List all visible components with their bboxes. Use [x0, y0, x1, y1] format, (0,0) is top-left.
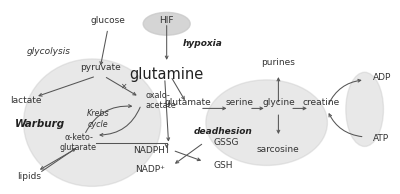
Text: NADP⁺: NADP⁺ — [135, 165, 165, 174]
Ellipse shape — [206, 80, 328, 165]
Text: serine: serine — [225, 98, 253, 107]
Text: α-keto-
glutarate: α-keto- glutarate — [60, 133, 97, 152]
Circle shape — [143, 12, 190, 35]
Text: GSSG: GSSG — [214, 138, 239, 147]
Text: purines: purines — [262, 58, 295, 67]
Text: NADPH: NADPH — [133, 146, 165, 155]
Text: lactate: lactate — [10, 96, 41, 105]
Text: glycine: glycine — [262, 98, 295, 107]
Text: Warburg: Warburg — [15, 119, 65, 129]
Text: HIF: HIF — [160, 16, 174, 25]
Text: GSH: GSH — [214, 161, 233, 170]
Text: deadhesion: deadhesion — [194, 127, 253, 136]
Text: lipids: lipids — [18, 172, 42, 181]
Text: hypoxia: hypoxia — [182, 39, 222, 48]
Text: oxalo-
acetate: oxalo- acetate — [145, 91, 176, 110]
Text: glycolysis: glycolysis — [27, 47, 71, 56]
Text: pyruvate: pyruvate — [80, 63, 120, 72]
Text: ATP: ATP — [372, 134, 389, 143]
Text: sarcosine: sarcosine — [257, 145, 300, 153]
Ellipse shape — [24, 59, 161, 186]
Text: glutamate: glutamate — [165, 98, 212, 107]
Text: creatine: creatine — [303, 98, 340, 107]
Text: glutamine: glutamine — [130, 67, 204, 82]
Ellipse shape — [346, 72, 384, 146]
Text: ADP: ADP — [372, 74, 391, 82]
Text: Krebs
cycle: Krebs cycle — [87, 109, 109, 129]
Text: glucose: glucose — [90, 16, 125, 25]
Text: ✕: ✕ — [120, 81, 127, 90]
